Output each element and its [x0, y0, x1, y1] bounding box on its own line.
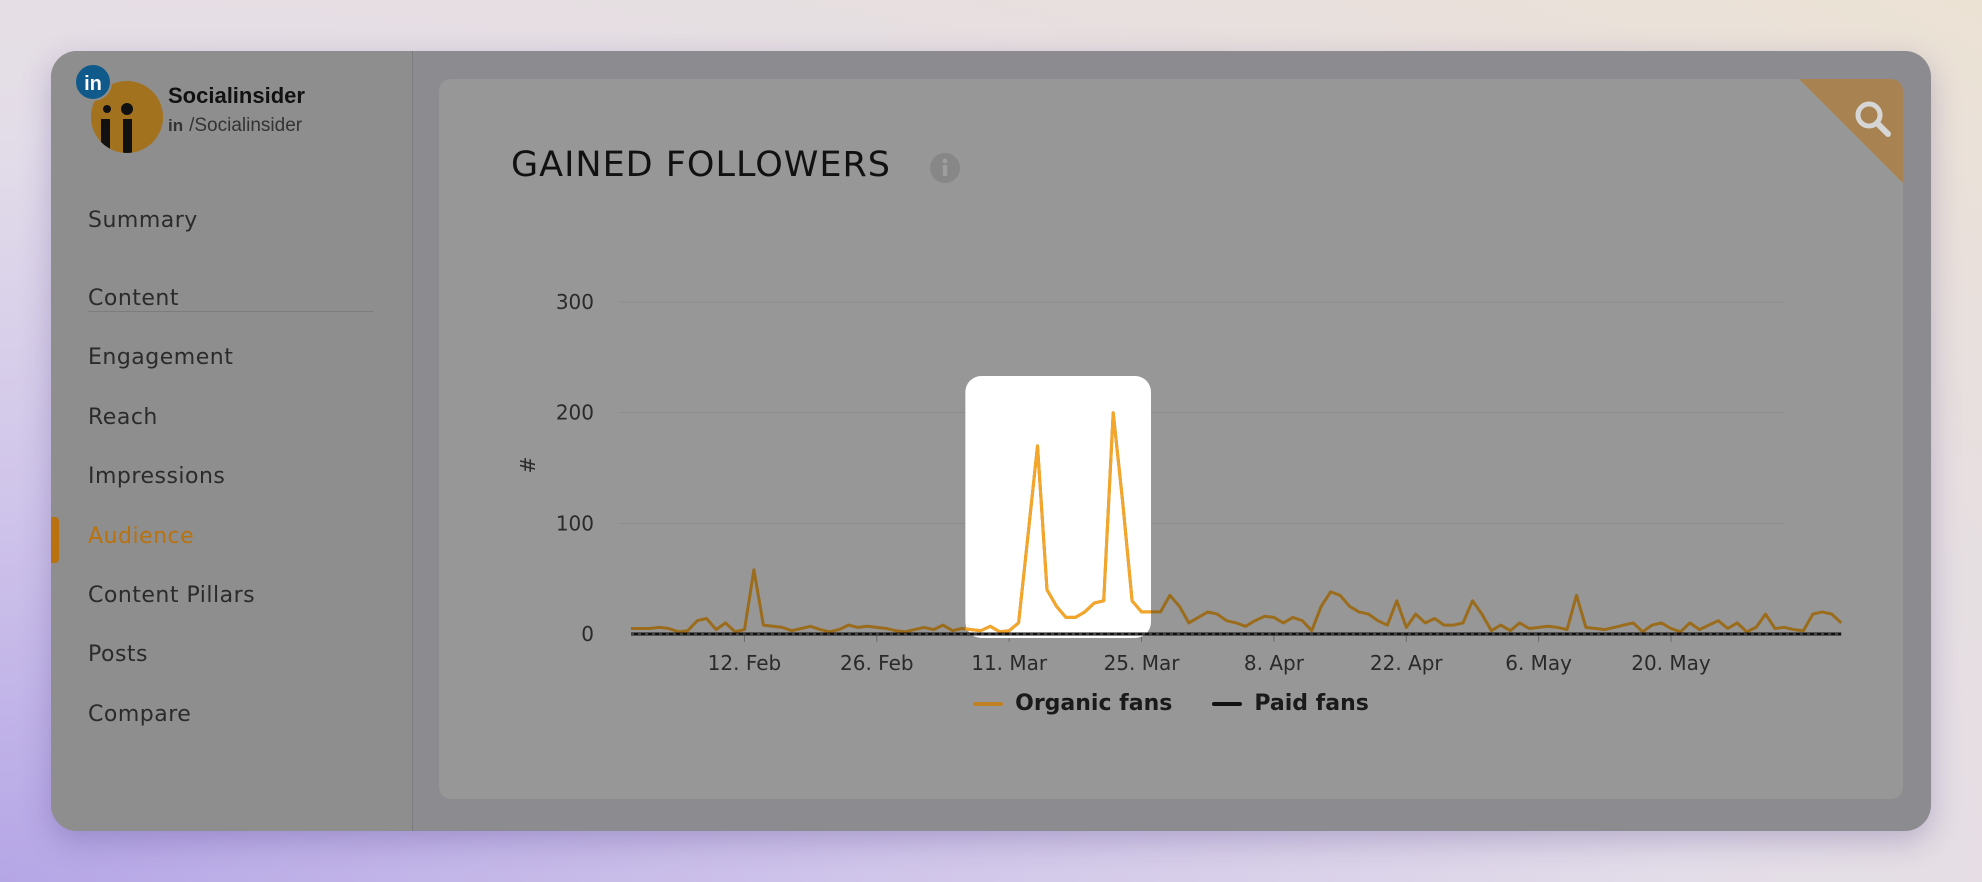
chart-title: GAINED FOLLOWERS [511, 145, 891, 185]
x-tick-label: 26. Feb [840, 651, 914, 675]
x-tick-label: 20. May [1631, 651, 1711, 675]
info-icon[interactable] [929, 152, 961, 184]
sidebar: in Socialinsider in /Socialinsider Summa… [51, 51, 413, 831]
organic-fans-line-highlighted [965, 411, 1152, 634]
legend-swatch-organic [973, 701, 1004, 706]
nav-item-audience[interactable]: Audience [88, 524, 195, 549]
x-tick-label: 8. Apr [1244, 651, 1305, 675]
legend-label-organic: Organic fans [1015, 691, 1173, 716]
x-tick-label: 25. Mar [1104, 651, 1181, 675]
legend-swatch-paid [1212, 701, 1243, 706]
app-window: in Socialinsider in /Socialinsider Summa… [51, 51, 1931, 831]
nav-item-summary[interactable]: Summary [88, 208, 198, 233]
y-tick-label: 100 [556, 511, 594, 535]
x-tick-label: 22. Apr [1370, 651, 1444, 675]
x-tick-label: 12. Feb [708, 651, 782, 675]
legend-item-organic[interactable]: Organic fans [973, 691, 1172, 716]
chart-legend: Organic fans Paid fans [439, 691, 1903, 716]
profile-header: in Socialinsider in /Socialinsider [74, 63, 409, 171]
nav-item-compare[interactable]: Compare [88, 702, 192, 727]
profile-handle[interactable]: /Socialinsider [189, 115, 303, 136]
nav-item-engagement[interactable]: Engagement [88, 345, 234, 370]
y-tick-label: 0 [581, 622, 594, 646]
nav-item-content-pillars[interactable]: Content Pillars [88, 583, 256, 608]
y-tick-label: 200 [556, 401, 594, 425]
y-axis-label: # [516, 457, 540, 474]
profile-handle-row: in /Socialinsider [168, 115, 302, 137]
nav-item-reach[interactable]: Reach [88, 405, 158, 430]
organic-fans-line [631, 411, 1843, 634]
avatar [91, 81, 163, 153]
x-tick-label: 6. May [1505, 651, 1572, 675]
followers-chart: 0 100 200 300 #12. Feb 26. Feb 11. Mar 25. Mar 8… [516, 290, 1843, 675]
nav-item-impressions[interactable]: Impressions [88, 464, 226, 489]
linkedin-badge-icon: in [74, 63, 112, 101]
nav-active-indicator [51, 517, 59, 563]
legend-item-paid[interactable]: Paid fans [1212, 691, 1369, 716]
linkedin-icon: in [168, 116, 184, 135]
chart-panel: GAINED FOLLOWERS 0 100 200 300 #12. Feb 26. F… [439, 79, 1903, 799]
nav-divider [88, 311, 373, 312]
y-tick-label: 300 [556, 290, 594, 314]
x-tick-label: 11. Mar [971, 651, 1048, 675]
nav-item-content[interactable]: Content [88, 286, 179, 311]
legend-label-paid: Paid fans [1254, 691, 1369, 716]
nav-item-posts[interactable]: Posts [88, 642, 148, 667]
search-icon[interactable] [1851, 97, 1895, 141]
profile-name: Socialinsider [168, 83, 305, 108]
